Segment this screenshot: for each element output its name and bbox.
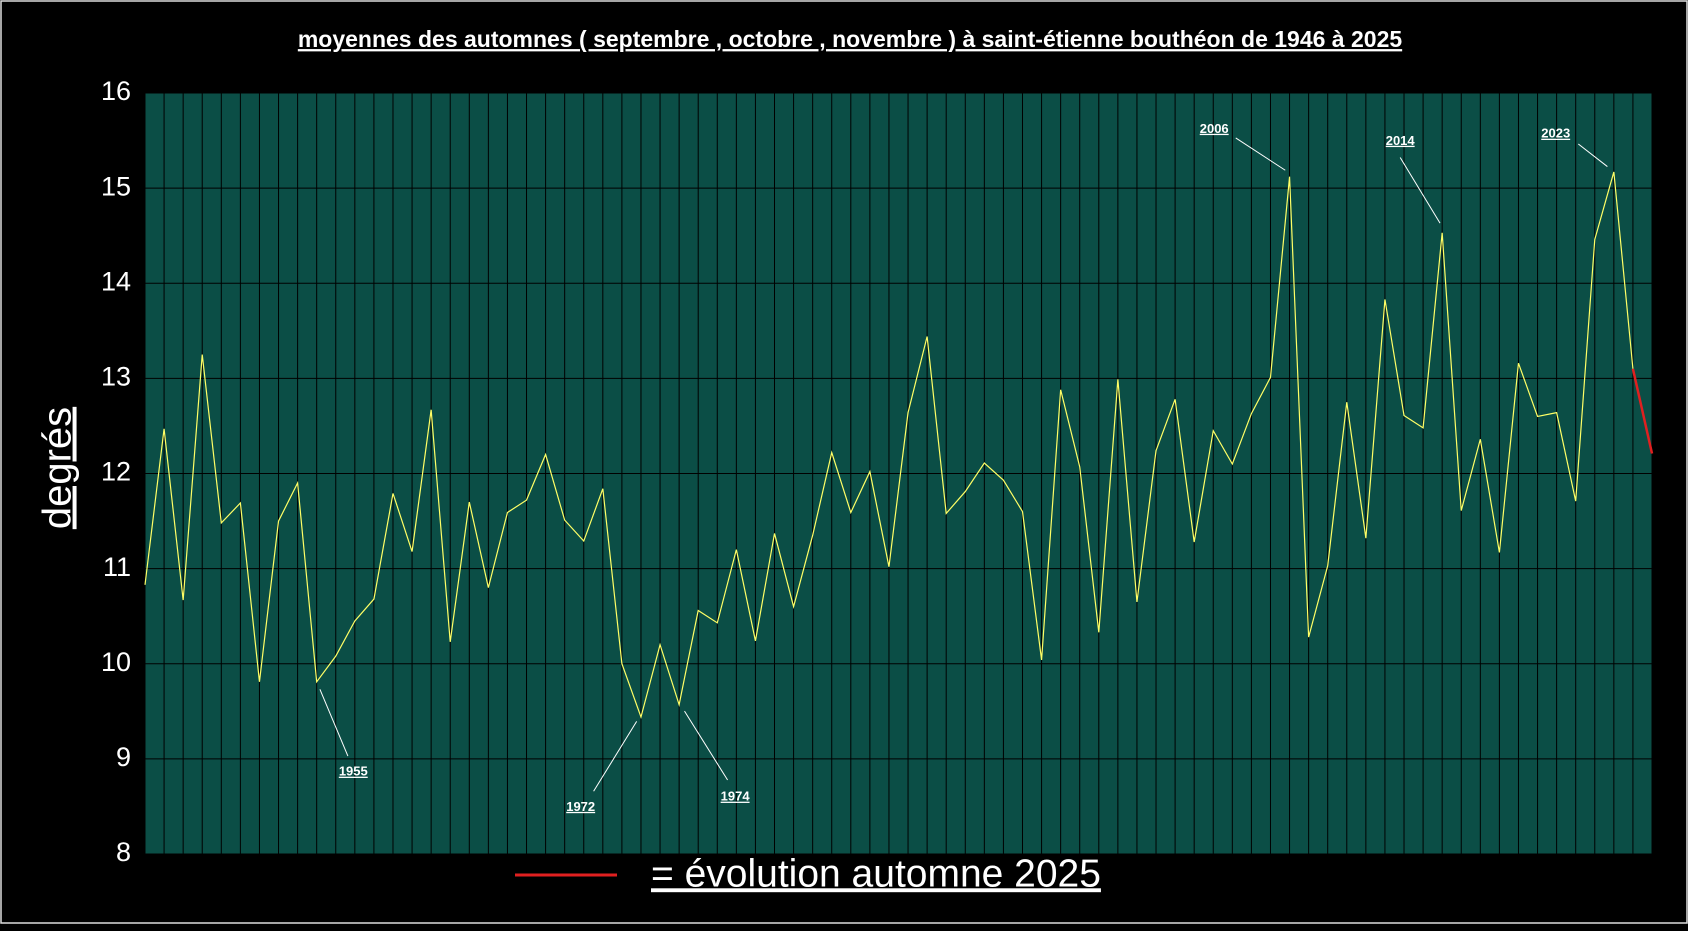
y-tick-label: 11 [103,552,131,582]
annotation-pointer [319,689,349,757]
annotation-pointer [684,710,728,781]
annotation-pointer [1578,143,1608,167]
y-tick-label: 16 [101,76,131,106]
y-tick-label: 12 [101,457,131,487]
chart-title: moyennes des automnes ( septembre , octo… [298,26,1403,52]
y-tick-label: 8 [116,837,131,867]
annotation: 1974 [721,789,751,804]
annotation: 2014 [1386,133,1416,148]
y-tick-label: 14 [101,266,131,296]
annotation-pointer [1399,157,1441,224]
y-tick-label: 10 [101,647,131,677]
y-tick-label: 9 [116,742,131,772]
y-tick-label: 13 [101,362,131,392]
annotation: 1972 [566,799,595,814]
y-axis-label: degrés [36,407,80,529]
annotation: 2006 [1200,121,1229,136]
data-line [1631,368,1654,454]
annotation-pointer [593,721,638,792]
annotation: 2023 [1541,126,1570,141]
annotation: 1955 [339,764,368,779]
legend-label: = évolution automne 2025 [651,852,1101,895]
annotation-pointer [1235,137,1286,171]
y-tick-label: 15 [101,171,131,201]
data-line [144,171,1634,720]
